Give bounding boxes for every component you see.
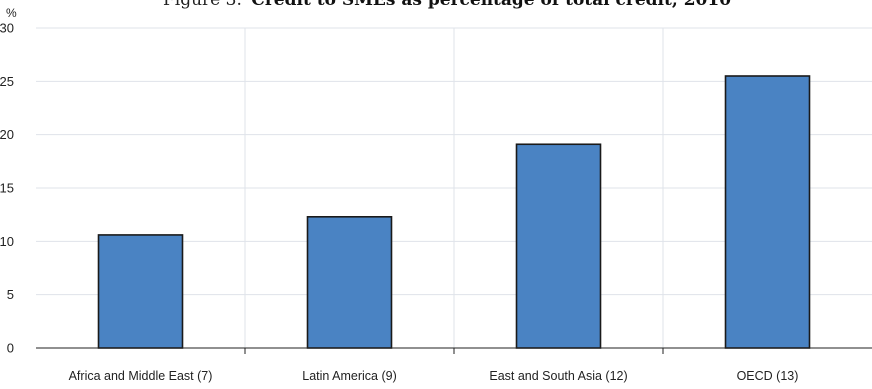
y-tick-label: 30: [0, 21, 14, 36]
y-tick-label: 15: [0, 181, 14, 196]
bars: [97, 75, 811, 349]
y-axis-unit-label: %: [6, 6, 17, 20]
x-axis-labels: Africa and Middle East (7) Latin America …: [69, 369, 799, 383]
x-category-label: OECD (13): [737, 369, 799, 383]
y-tick-label: 20: [0, 127, 14, 142]
x-category-label: East and South Asia (12): [489, 369, 627, 383]
x-axis: [36, 347, 872, 354]
bar: [306, 216, 393, 349]
x-category-label: Africa and Middle East (7): [69, 369, 213, 383]
chart-title: Figure 3. Credit to SMEs as percentage o…: [163, 0, 731, 10]
bar: [97, 234, 184, 349]
bar: [724, 75, 811, 349]
svg-text:Figure 3. Credit to SMEs: Figure 3. Credit to SMEs as percentage o…: [163, 0, 731, 10]
y-tick-label: 0: [7, 341, 14, 356]
y-tick-label: 10: [0, 234, 14, 249]
y-tick-label: 5: [7, 287, 14, 302]
chart-title-prefix: Figure 3.: [163, 0, 242, 10]
x-category-label: Latin America (9): [302, 369, 396, 383]
y-tick-label: 25: [0, 74, 14, 89]
chart-title-text: Credit to SMEs as percentage of total cr…: [251, 0, 731, 10]
y-axis-ticks: 0 5 10 15 20 25 30: [0, 21, 14, 356]
bar: [515, 143, 602, 349]
